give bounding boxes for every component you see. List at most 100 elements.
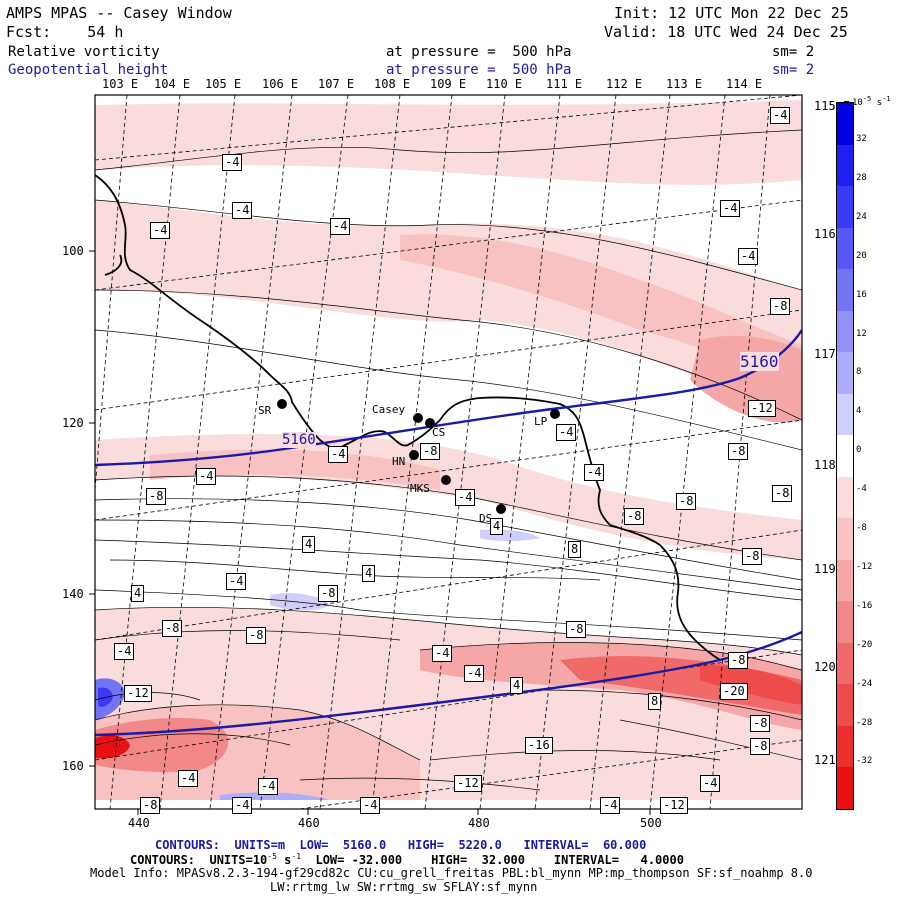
field2-smoothing: sm= 2 xyxy=(772,62,815,78)
contour-label: 8 xyxy=(648,693,662,710)
field2-name: Geopotential height xyxy=(8,62,169,78)
contour-label: -4 xyxy=(226,573,247,590)
contour-label: -8 xyxy=(750,738,771,755)
contour-label: -4 xyxy=(114,643,135,660)
height-label-5160: 5160 xyxy=(282,432,316,448)
lon-label-top: 111 E xyxy=(546,77,583,91)
colorbar-swatch xyxy=(837,393,853,436)
colorbar-tick-label: -32 xyxy=(856,756,873,767)
contour-label: -8 xyxy=(750,715,771,732)
lon-label-top: 106 E xyxy=(262,77,299,91)
height-label-5160: 5160 xyxy=(740,352,779,371)
contour-label: -4 xyxy=(328,446,349,463)
colorbar-tick-label: 0 xyxy=(856,445,862,456)
station-label: Casey xyxy=(372,403,406,416)
contour-label: -4 xyxy=(232,797,253,814)
colorbar-tick-label: -24 xyxy=(856,678,873,689)
contour-label: -4 xyxy=(178,770,199,787)
colorbar-swatch xyxy=(837,227,853,270)
colorbar-tick-label: 16 xyxy=(856,289,867,300)
colorbar-tick-label: -28 xyxy=(856,717,873,728)
field2-level: at pressure = 500 hPa xyxy=(386,62,572,78)
contour-label: -4 xyxy=(150,222,171,239)
contour-label: -8 xyxy=(676,493,697,510)
footer-height-contours: CONTOURS: UNITS=m LOW= 5160.0 HIGH= 5220… xyxy=(155,838,647,852)
contour-label: -4 xyxy=(700,775,721,792)
y-tick-label: 100 xyxy=(62,244,84,258)
axis-ticks xyxy=(89,250,651,815)
contour-label: -8 xyxy=(624,508,645,525)
footer-model-info-2: LW:rrtmg_lw SW:rrtmg_sw SFLAY:sf_mynn xyxy=(270,880,538,894)
contour-label: -4 xyxy=(258,778,279,795)
contour-label: 4 xyxy=(490,518,504,535)
contour-label: -8 xyxy=(246,627,267,644)
contour-label: -4 xyxy=(432,645,453,662)
footer-model-info: Model Info: MPASv8.2.3-194-gf29cd82c CU:… xyxy=(90,866,813,880)
contour-label: -4 xyxy=(556,424,577,441)
contour-label: -12 xyxy=(454,775,482,792)
colorbar-swatch xyxy=(837,725,853,768)
contour-label: 4 xyxy=(362,565,376,582)
colorbar-swatch xyxy=(837,642,853,685)
contour-label: -8 xyxy=(770,298,791,315)
lon-label-top: 105 E xyxy=(205,77,242,91)
contour-label: -4 xyxy=(330,218,351,235)
colorbar-tick-label: -16 xyxy=(856,600,873,611)
station-label: SR xyxy=(258,404,272,417)
vorticity-shading xyxy=(95,100,802,800)
footer-vorticity-contours: CONTOURS: UNITS=10-5 s-1 LOW= -32.000 HI… xyxy=(130,852,684,867)
contour-label: -4 xyxy=(584,464,605,481)
contour-label: -8 xyxy=(420,443,441,460)
colorbar-swatch xyxy=(837,601,853,643)
contour-label: -8 xyxy=(772,485,793,502)
station-dot-casey xyxy=(413,413,423,423)
colorbar-tick-label: -12 xyxy=(856,561,873,572)
field1-level: at pressure = 500 hPa xyxy=(386,44,572,60)
contour-label: -4 xyxy=(222,154,243,171)
contour-label: -12 xyxy=(748,400,776,417)
colorbar-tick-label: -4 xyxy=(856,484,867,495)
lon-label-top: 114 E xyxy=(726,77,763,91)
contour-label: -12 xyxy=(124,685,152,702)
colorbar-swatch xyxy=(837,435,853,477)
contour-label: -4 xyxy=(738,248,759,265)
map-title: AMPS MPAS -- Casey Window xyxy=(6,4,232,22)
colorbar xyxy=(836,102,854,810)
contour-label: -8 xyxy=(566,621,587,638)
colorbar-tick-label: -8 xyxy=(856,523,867,533)
colorbar-swatch xyxy=(837,684,853,726)
contour-label: -12 xyxy=(660,797,688,814)
x-tick-label: 460 xyxy=(298,816,320,830)
y-tick-label: 140 xyxy=(62,587,84,601)
station-dot-lp xyxy=(550,409,560,419)
contour-label: -4 xyxy=(232,202,253,219)
contour-label: -4 xyxy=(464,665,485,682)
lon-label-top: 113 E xyxy=(666,77,703,91)
lon-label-top: 107 E xyxy=(318,77,355,91)
colorbar-tick-label: 20 xyxy=(856,250,867,261)
y-tick-label: 120 xyxy=(62,416,84,430)
colorbar-swatch xyxy=(837,310,853,353)
x-tick-label: 500 xyxy=(640,816,662,830)
field1-smoothing: sm= 2 xyxy=(772,44,815,60)
valid-time: Valid: 18 UTC Wed 24 Dec 25 xyxy=(604,23,848,41)
colorbar-tick-label: 12 xyxy=(856,328,867,339)
station-dot-sr xyxy=(277,399,287,409)
colorbar-tick-label: 28 xyxy=(856,172,867,183)
colorbar-unit: 10-5 s-1 xyxy=(852,95,891,108)
contour-label: 4 xyxy=(302,536,316,553)
station-dot-hn xyxy=(409,450,419,460)
contour-label: -4 xyxy=(455,489,476,506)
colorbar-swatch xyxy=(837,352,853,394)
contour-label: -8 xyxy=(162,620,183,637)
station-label: MKS xyxy=(410,482,430,495)
forecast-hour: Fcst: 54 h xyxy=(6,23,124,41)
contour-label: 4 xyxy=(510,677,524,694)
station-label: DS xyxy=(479,512,493,525)
y-tick-label: 160 xyxy=(62,759,84,773)
contour-label: -8 xyxy=(728,652,749,669)
contour-label: -8 xyxy=(140,797,161,814)
contour-label: -8 xyxy=(146,488,167,505)
station-label: HN xyxy=(392,455,406,468)
colorbar-swatch xyxy=(837,767,853,809)
